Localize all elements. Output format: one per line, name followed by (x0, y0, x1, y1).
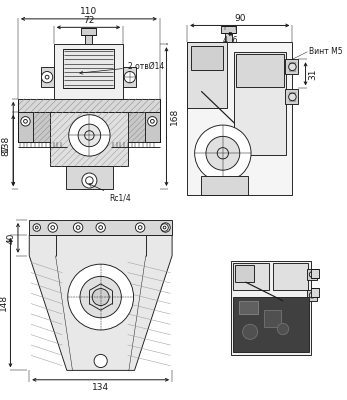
Bar (41, 67, 54, 88)
Circle shape (92, 289, 109, 306)
Text: 72: 72 (83, 16, 94, 24)
Bar (285, 89, 298, 104)
Bar (225, 33, 232, 42)
Circle shape (161, 223, 170, 232)
Bar (233, 297, 309, 352)
Circle shape (243, 324, 257, 339)
Bar (85, 35, 92, 44)
Circle shape (277, 323, 289, 335)
Bar (285, 59, 298, 74)
Bar (66, 166, 113, 189)
Circle shape (68, 264, 134, 330)
Bar (191, 46, 223, 70)
Bar (307, 290, 317, 301)
Text: 134: 134 (92, 382, 109, 392)
Bar (201, 176, 248, 195)
Bar (236, 54, 284, 86)
Circle shape (21, 117, 30, 126)
Circle shape (206, 136, 240, 170)
Circle shape (80, 276, 121, 318)
Bar (63, 49, 114, 88)
Bar (123, 67, 136, 88)
Circle shape (124, 72, 135, 83)
Text: Rc1/4: Rc1/4 (89, 184, 131, 202)
Bar (111, 112, 160, 142)
Bar (273, 263, 308, 290)
Circle shape (195, 125, 251, 182)
Circle shape (309, 292, 315, 298)
Circle shape (148, 117, 157, 126)
Text: 87: 87 (1, 145, 10, 156)
Text: 31: 31 (308, 68, 318, 80)
Polygon shape (29, 235, 172, 370)
Text: 2 отвØ14: 2 отвØ14 (80, 62, 164, 74)
Bar (311, 269, 319, 278)
Circle shape (309, 272, 315, 277)
Circle shape (289, 63, 296, 70)
Circle shape (135, 223, 145, 232)
Bar (81, 28, 96, 35)
Bar (234, 52, 286, 155)
Bar (54, 44, 123, 99)
Bar (18, 99, 160, 112)
Circle shape (161, 224, 168, 231)
Bar (239, 301, 257, 314)
Bar (187, 42, 293, 195)
Circle shape (289, 93, 296, 101)
Bar (145, 112, 160, 142)
Bar (18, 112, 33, 142)
Circle shape (78, 124, 101, 147)
Text: 138: 138 (1, 135, 10, 152)
Text: 90: 90 (234, 14, 246, 23)
Text: 4  6: 4 6 (223, 36, 238, 45)
Circle shape (41, 72, 53, 83)
Circle shape (69, 115, 110, 156)
Text: 40: 40 (6, 232, 15, 244)
Text: 168: 168 (170, 108, 179, 125)
Circle shape (96, 223, 105, 232)
Circle shape (82, 173, 97, 188)
Circle shape (94, 354, 107, 368)
Bar (221, 26, 236, 33)
Circle shape (48, 223, 58, 232)
Bar (231, 261, 311, 355)
Circle shape (74, 223, 83, 232)
Bar (235, 265, 254, 282)
Bar (18, 112, 67, 142)
Bar (233, 263, 269, 290)
Bar (29, 220, 172, 235)
Text: 110: 110 (80, 7, 98, 16)
Circle shape (33, 224, 41, 231)
Bar (50, 112, 128, 166)
Bar (307, 269, 317, 280)
Text: 148: 148 (0, 294, 8, 311)
Bar (187, 42, 227, 108)
Text: Винт M5: Винт M5 (309, 47, 343, 56)
Bar (264, 310, 281, 327)
Bar (311, 288, 319, 297)
